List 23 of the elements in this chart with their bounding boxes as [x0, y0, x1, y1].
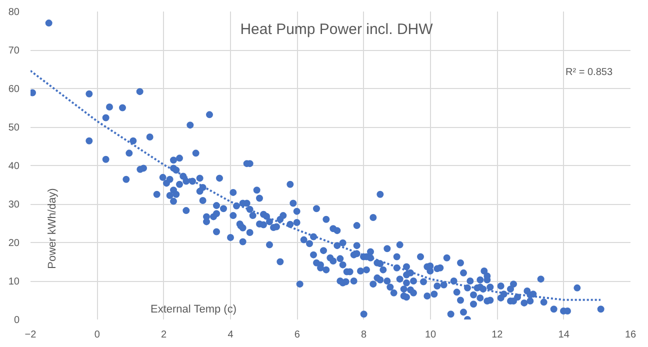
y-tick-label: 30 [8, 200, 20, 210]
x-tick-label: 0 [94, 330, 100, 340]
x-tick-label: 16 [624, 330, 636, 340]
y-tick-label: 70 [8, 46, 20, 56]
y-axis-title: Power kWh/day) [46, 188, 58, 269]
text: Heat Pump Power incl. DHW [240, 21, 434, 38]
x-tick-label: 14 [558, 330, 570, 340]
y-tick-label: 20 [8, 238, 20, 249]
y-tick-label: 40 [8, 161, 20, 172]
x-tick-label: 12 [492, 330, 504, 340]
annotation: R² = 0.853 [566, 67, 613, 78]
x-tick-label: 2 [161, 330, 168, 340]
x-tick-label: 10 [424, 330, 436, 340]
y-tick-label: 50 [8, 122, 20, 134]
x-tick-label: 4 [228, 330, 234, 340]
y-tick-label: 60 [8, 84, 20, 95]
x-axis-title: External Temp (c) [150, 304, 236, 316]
x-tick-label: −2 [24, 330, 37, 340]
y-tick-label: 0 [14, 315, 20, 326]
y-tick-label: 10 [8, 276, 20, 288]
x-tick-label: 6 [294, 330, 300, 340]
y-tick-label: 80 [8, 7, 20, 18]
x-tick-label: 8 [361, 330, 368, 340]
